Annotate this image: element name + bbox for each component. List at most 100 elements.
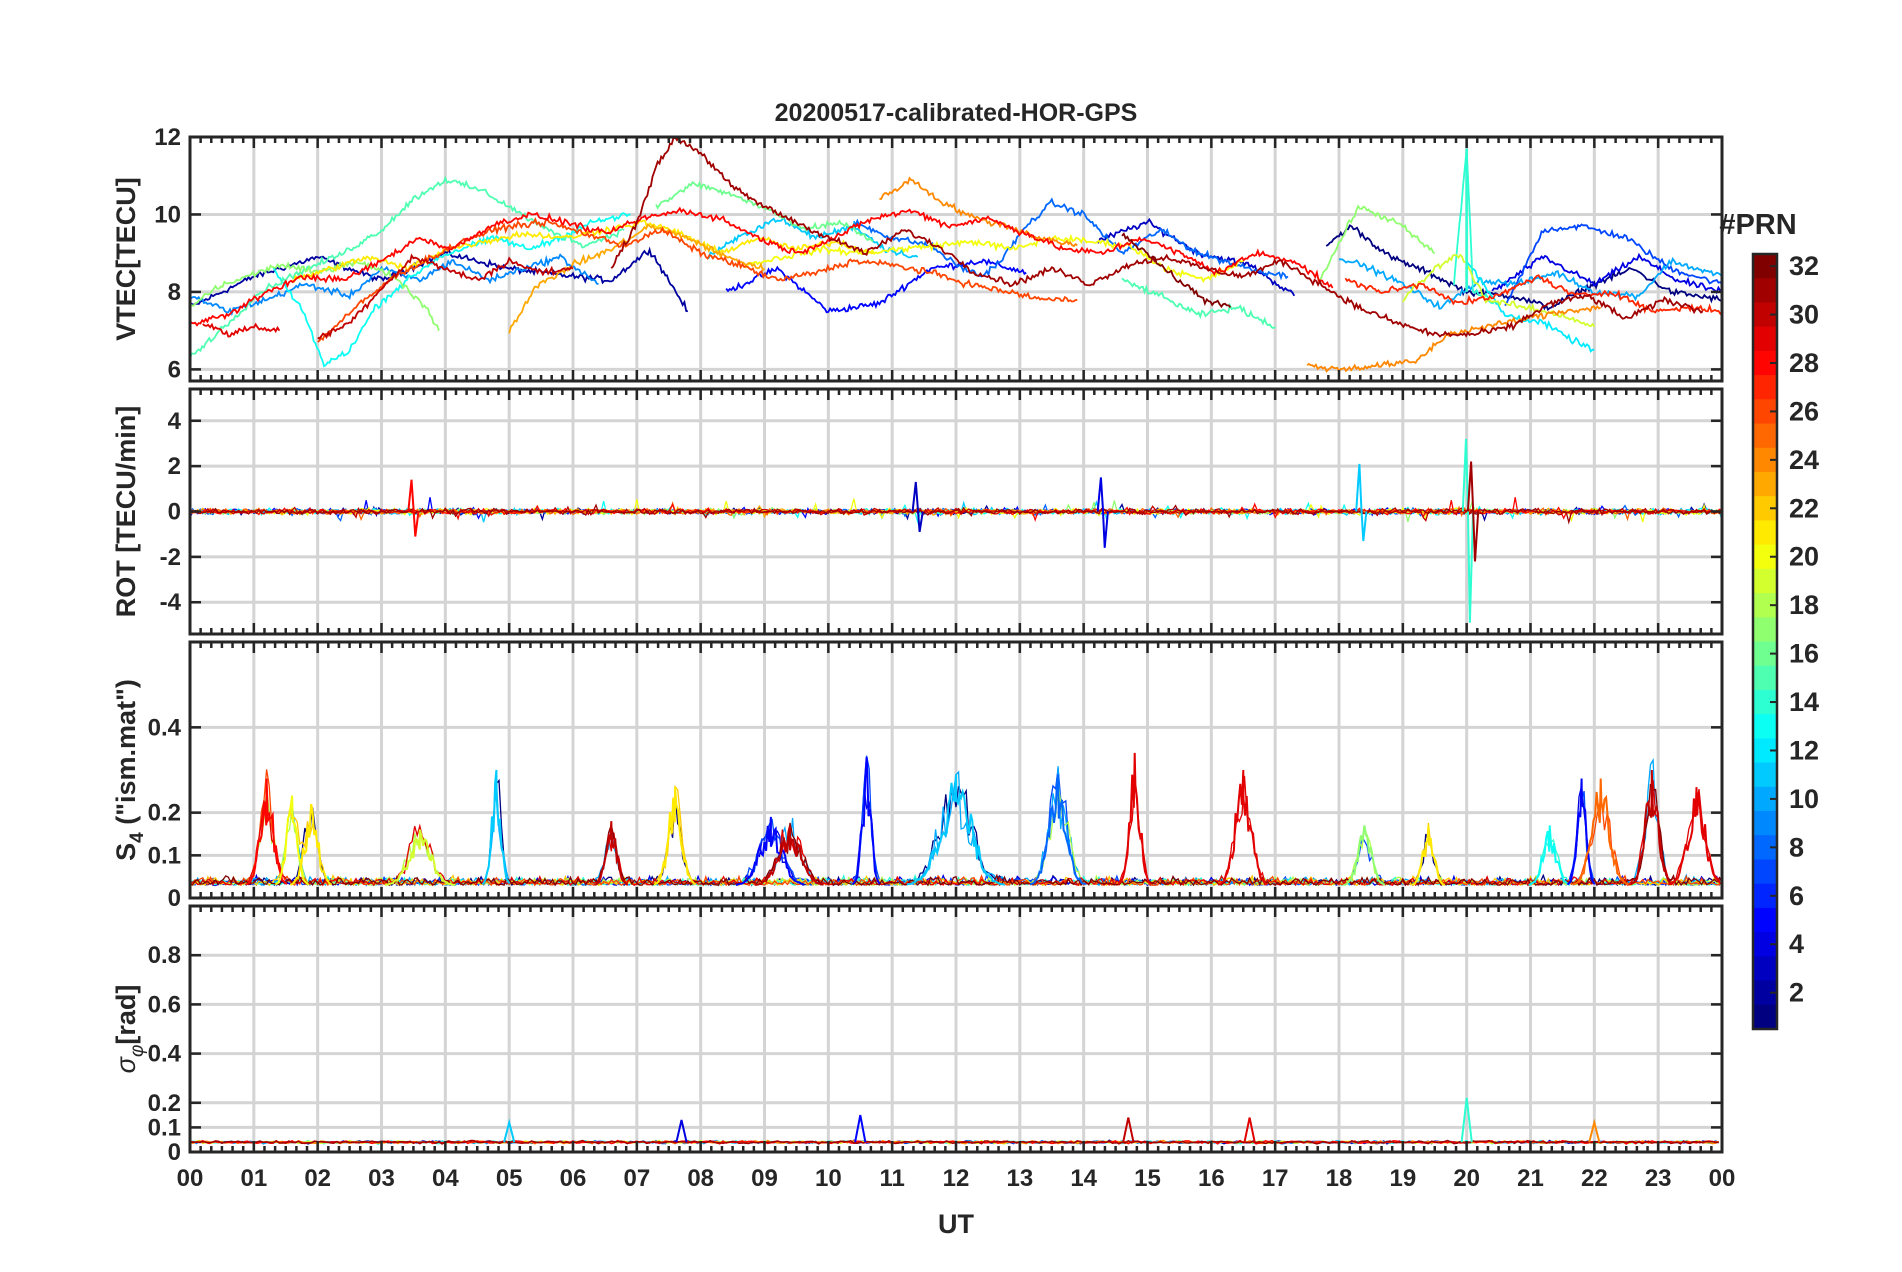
x-tick-label: 02 [304,1165,331,1192]
s4-burst-prn-5 [851,757,881,886]
vtec-track-prn-30 [317,253,574,340]
colorbar-tick-label: 2 [1789,978,1804,1008]
x-tick-label: 15 [1134,1165,1161,1192]
colorbar-swatch-3 [1753,956,1777,982]
y-tick-label: 0 [168,885,181,912]
vtec-track-prn-17 [190,258,440,332]
s4-burst-prn-29 [1117,752,1152,886]
colorbar-tick-label: 24 [1789,445,1819,475]
vtec-track-prn-2 [190,246,689,313]
y-tick-label: 10 [154,201,181,228]
x-tick-label: 04 [432,1165,459,1192]
vtec-track-prn-29 [202,322,281,338]
s4-burst-prn-21 [1411,825,1446,886]
y-tick-label: 0.8 [148,942,181,969]
x-tick-label: 22 [1581,1165,1608,1192]
colorbar-tick-label: 8 [1789,832,1804,862]
y-axis-label-rot: ROT [TECU/min] [111,406,141,617]
colorbar-swatch-11 [1753,762,1777,788]
panel-rot: -4 -2 0 2 4 ROT [TECU/min] [111,387,1724,636]
colorbar-swatch-21 [1753,520,1777,546]
vtec-track-prn-24 [879,176,1078,248]
vtec-track-prn-14 [1453,149,1500,305]
colorbar-frame [1751,252,1779,1031]
vtec-track-prn-15 [190,175,625,360]
y-tick-label: 0.6 [148,991,181,1018]
vtec-track-prn-28 [190,206,1334,327]
y-axis-label-vtec: VTEC[TECU] [111,177,141,341]
colorbar-tick-label: 28 [1789,348,1819,378]
x-tick-label: 07 [623,1165,650,1192]
y-tick-label: 2 [168,453,181,480]
sigma-spike-prn-29 [1243,1117,1256,1143]
colorbar-swatch-31 [1753,278,1777,304]
x-tick-label: 14 [1070,1165,1097,1192]
x-tick-label: 03 [368,1165,395,1192]
chart-title: 20200517-calibrated-HOR-GPS [775,99,1138,127]
s4-burst-prn-29 [1668,787,1722,886]
s4-burst-prn-20 [274,795,310,886]
x-tick-label: 21 [1517,1165,1544,1192]
y-tick-label: 0.2 [148,800,181,827]
colorbar-swatch-7 [1753,859,1777,885]
y-tick-label: -4 [160,589,182,616]
s4-burst-prn-21 [290,803,332,886]
y-tick-label: 0 [168,499,181,526]
s4-burst-prn-5 [1566,778,1596,886]
panel-s4: 0 0.1 0.2 0.4S4 ("ism.mat") [111,640,1724,912]
s4-burst-prn-30 [754,825,824,886]
y-tick-label: 8 [168,279,181,306]
vtec-track-prn-20 [744,233,1244,284]
vtec-track-prn-10 [1339,256,1722,310]
sigma-spike-prn-4 [675,1119,688,1143]
y-axis-label-s4: S4 ("ism.mat") [111,679,148,861]
x-tick-label: 17 [1262,1165,1289,1192]
rot-series-prn-30 [190,505,1722,522]
x-tick-label: 13 [1006,1165,1033,1192]
tick-marks [188,642,1724,900]
tick-marks [188,389,1724,634]
plot-area [190,438,1722,623]
x-tick-label: 20 [1453,1165,1480,1192]
grid [190,642,1722,900]
y-tick-label: 6 [168,356,181,383]
vtec-track-prn-13 [272,212,631,368]
x-tick-label: 09 [751,1165,778,1192]
rot-event-prn-3 [911,481,924,533]
x-tick-label: 08 [687,1165,714,1192]
y-tick-label: 4 [168,408,182,435]
rot-event-prn-4 [1096,477,1109,548]
colorbar-swatch-29 [1753,326,1777,352]
y-tick-label: 0.2 [148,1090,181,1117]
x-tick-label: 00 [1709,1165,1736,1192]
y-tick-label: -2 [160,544,181,571]
colorbar-tick-label: 26 [1789,396,1819,426]
sigma-spike-prn-24 [1588,1118,1601,1143]
rot-event-prn-31 [1466,461,1480,562]
colorbar-swatch-23 [1753,471,1777,497]
y-tick-label: 0 [168,1139,181,1166]
colorbar-swatch-19 [1753,568,1777,594]
panel-sigma_phi: 00.10.2 0.4 0.6 0.8σφ[rad] 00 01 02 03 04 05 06 07 0… [111,904,1736,1192]
colorbar-tick-label: 4 [1789,929,1804,959]
colorbar-tick-label: 18 [1789,590,1819,620]
colorbar-tick-label: 12 [1789,735,1819,765]
sigma-spike-prn-11 [503,1118,516,1143]
s4-burst-prn-8 [1029,774,1087,886]
rot-event-prn-11 [1355,463,1368,542]
x-tick-label: 16 [1198,1165,1225,1192]
vtec-track-prn-12 [1466,261,1595,354]
y-tick-label: 12 [154,124,181,151]
colorbar-tick-label: 22 [1789,493,1819,523]
colorbar-swatch-1 [1753,1004,1777,1030]
colorbar-tick-label: 16 [1789,639,1819,669]
s4-burst-prn-19 [384,829,456,886]
x-tick-label: 12 [943,1165,970,1192]
rot-series-prn-31 [190,503,1722,525]
vtec-track-prn-4 [1491,252,1722,295]
vtec-track-prn-31 [610,137,1704,338]
vtec-track-prn-32 [1121,232,1232,309]
x-tick-label: 06 [560,1165,587,1192]
